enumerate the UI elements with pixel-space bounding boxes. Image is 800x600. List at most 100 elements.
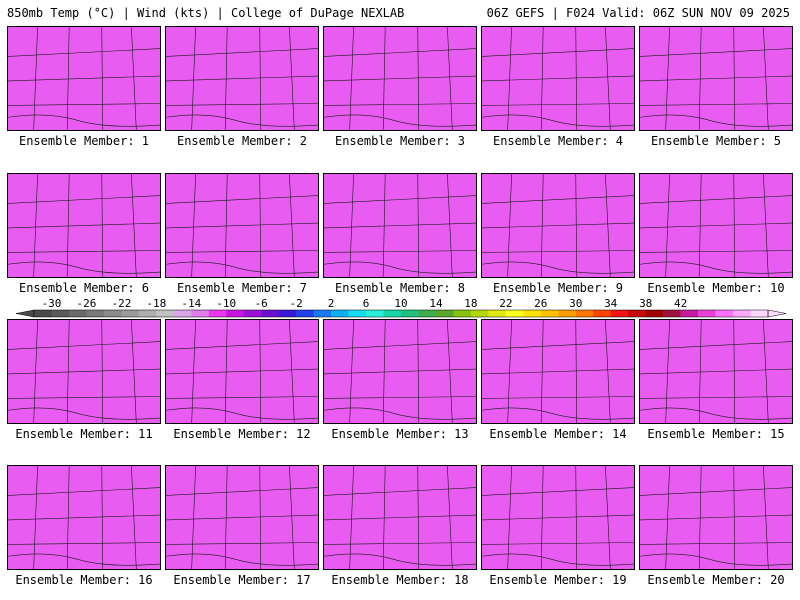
ensemble-member-label: Ensemble Member: 3 xyxy=(334,134,466,148)
colorbar-segment xyxy=(523,310,542,317)
temperature-field xyxy=(482,466,634,569)
state-boundaries xyxy=(640,27,792,130)
temperature-field xyxy=(8,320,160,423)
ensemble-member-label: Ensemble Member: 20 xyxy=(647,573,785,587)
ensemble-member-label: Ensemble Member: 11 xyxy=(15,427,153,441)
temperature-field xyxy=(166,174,318,277)
state-boundaries xyxy=(482,27,634,130)
ensemble-map-11 xyxy=(7,319,161,424)
temperature-field xyxy=(166,27,318,130)
colorbar-segment xyxy=(645,310,664,317)
ensemble-member-label: Ensemble Member: 17 xyxy=(173,573,311,587)
colorbar-tick-label: 34 xyxy=(604,297,618,310)
ensemble-member-label: Ensemble Member: 18 xyxy=(331,573,469,587)
temperature-field xyxy=(482,320,634,423)
colorbar-segment xyxy=(575,310,594,317)
ensemble-member-label: Ensemble Member: 9 xyxy=(492,281,624,295)
ensemble-map-16 xyxy=(7,465,161,570)
ensemble-member-label: Ensemble Member: 8 xyxy=(334,281,466,295)
state-boundaries xyxy=(8,27,160,130)
colorbar-segment xyxy=(51,310,70,317)
colorbar-segment xyxy=(540,310,559,317)
colorbar-tick-label: 6 xyxy=(363,297,370,310)
ensemble-member-label: Ensemble Member: 14 xyxy=(489,427,627,441)
temperature-field xyxy=(166,320,318,423)
colorbar-tick-label: -6 xyxy=(255,297,268,310)
map-title: 850mb Temp (°C) | Wind (kts) | College o… xyxy=(7,6,405,20)
state-boundaries xyxy=(640,174,792,277)
temperature-field xyxy=(8,27,160,130)
colorbar-segment xyxy=(313,310,332,317)
colorbar-segment xyxy=(401,310,419,317)
state-boundaries xyxy=(482,320,634,423)
temperature-field xyxy=(640,466,792,569)
ensemble-map-5 xyxy=(639,26,793,131)
colorbar-segment xyxy=(156,310,175,317)
ensemble-member-label: Ensemble Member: 7 xyxy=(176,281,308,295)
colorbar-segment xyxy=(733,310,751,317)
temperature-field xyxy=(640,27,792,130)
colorbar-high-arrow xyxy=(767,309,787,318)
colorbar-segment xyxy=(86,310,105,317)
colorbar-segment xyxy=(628,310,646,317)
state-boundaries xyxy=(324,466,476,569)
ensemble-member-label: Ensemble Member: 10 xyxy=(647,281,785,295)
colorbar-tick-label: -10 xyxy=(216,297,236,310)
colorbar-segment xyxy=(348,310,367,317)
colorbar-tick-label: 26 xyxy=(534,297,547,310)
ensemble-map-6 xyxy=(7,173,161,278)
ensemble-map-12 xyxy=(165,319,319,424)
ensemble-member-label: Ensemble Member: 6 xyxy=(18,281,150,295)
colorbar-segment xyxy=(470,310,489,317)
temperature-field xyxy=(324,27,476,130)
colorbar-segment xyxy=(663,310,681,317)
temperature-field xyxy=(8,466,160,569)
ensemble-map-19 xyxy=(481,465,635,570)
colorbar-tick-label: -14 xyxy=(181,297,201,310)
ensemble-member-label: Ensemble Member: 5 xyxy=(650,134,782,148)
colorbar-segment xyxy=(278,310,297,317)
colorbar-segment xyxy=(138,310,157,317)
ensemble-member-label: Ensemble Member: 1 xyxy=(18,134,150,148)
colorbar-segment xyxy=(121,310,140,317)
temperature-field xyxy=(640,174,792,277)
colorbar-segment xyxy=(698,310,716,317)
ensemble-map-13 xyxy=(323,319,477,424)
colorbar-tick-label: 2 xyxy=(328,297,335,310)
colorbar-segment xyxy=(488,310,507,317)
ensemble-member-label: Ensemble Member: 19 xyxy=(489,573,627,587)
colorbar-segment xyxy=(383,310,402,317)
colorbar-segment xyxy=(610,310,629,317)
state-boundaries xyxy=(8,466,160,569)
state-boundaries xyxy=(166,174,318,277)
ensemble-member-label: Ensemble Member: 15 xyxy=(647,427,785,441)
ensemble-map-2 xyxy=(165,26,319,131)
ensemble-map-8 xyxy=(323,173,477,278)
state-boundaries xyxy=(166,320,318,423)
colorbar-segment xyxy=(68,310,87,317)
ensemble-member-label: Ensemble Member: 4 xyxy=(492,134,624,148)
colorbar-segment xyxy=(34,310,52,317)
colorbar-segment xyxy=(243,310,262,317)
ensemble-member-label: Ensemble Member: 13 xyxy=(331,427,469,441)
colorbar-tick-label: 22 xyxy=(499,297,512,310)
colorbar-segment xyxy=(208,310,227,317)
colorbar-tick-label: -2 xyxy=(289,297,302,310)
temperature-field xyxy=(166,466,318,569)
colorbar-segment xyxy=(191,310,210,317)
colorbar-segment xyxy=(296,310,314,317)
colorbar-tick-label: -22 xyxy=(111,297,131,310)
ensemble-member-label: Ensemble Member: 16 xyxy=(15,573,153,587)
colorbar-tick-label: 42 xyxy=(674,297,687,310)
ensemble-map-1 xyxy=(7,26,161,131)
state-boundaries xyxy=(482,174,634,277)
temperature-field xyxy=(324,466,476,569)
colorbar-segment xyxy=(366,310,384,317)
ensemble-map-10 xyxy=(639,173,793,278)
colorbar-segment xyxy=(435,310,454,317)
colorbar-segment xyxy=(680,310,699,317)
state-boundaries xyxy=(640,466,792,569)
ensemble-map-4 xyxy=(481,26,635,131)
state-boundaries xyxy=(324,320,476,423)
colorbar-segment xyxy=(593,310,612,317)
